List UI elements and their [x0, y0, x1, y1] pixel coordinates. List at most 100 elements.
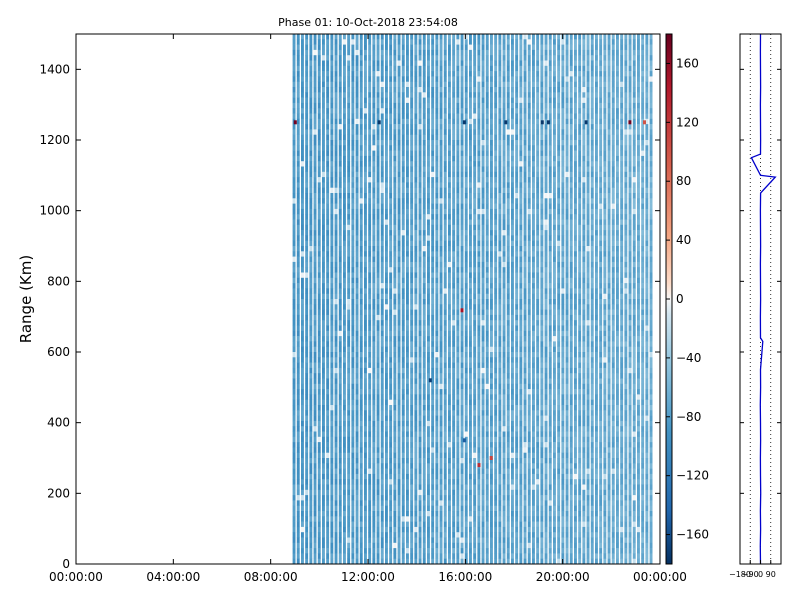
- heatmap-cell: [359, 511, 363, 517]
- heatmap-cell: [473, 548, 477, 554]
- heatmap-cell: [448, 246, 451, 252]
- heatmap-cell: [372, 346, 376, 353]
- heatmap-cell: [309, 442, 313, 448]
- heatmap-cell: [301, 39, 304, 45]
- heatmap-cell: [326, 468, 330, 475]
- heatmap-cell: [397, 171, 401, 178]
- heatmap-cell: [431, 357, 435, 363]
- heatmap-cell: [305, 511, 309, 517]
- heatmap-cell: [418, 283, 422, 289]
- heatmap-cell: [431, 34, 435, 40]
- heatmap-cell: [393, 39, 397, 45]
- heatmap-cell: [477, 182, 481, 188]
- heatmap-cell: [439, 177, 443, 183]
- heatmap-cell: [406, 81, 409, 88]
- heatmap-cell: [490, 394, 493, 400]
- heatmap-cell: [351, 452, 355, 459]
- heatmap-cell: [364, 55, 367, 61]
- heatmap-cell: [372, 34, 376, 40]
- heatmap-cell: [380, 76, 384, 82]
- heatmap-cell: [414, 155, 418, 162]
- heatmap-cell: [452, 251, 456, 257]
- heatmap-cell: [431, 336, 435, 342]
- heatmap-cell: [334, 484, 338, 491]
- heatmap-cell: [406, 399, 409, 406]
- heatmap-cell: [485, 367, 489, 374]
- heatmap-cell: [427, 473, 430, 480]
- heatmap-cell: [330, 383, 334, 390]
- heatmap-cell: [443, 420, 447, 427]
- heatmap-cell: [469, 71, 472, 77]
- heatmap-cell: [443, 516, 447, 522]
- heatmap-cell: [435, 511, 439, 517]
- heatmap-cell: [317, 410, 321, 416]
- heatmap-cell: [322, 314, 325, 321]
- heatmap-cell: [326, 118, 330, 125]
- heatmap-cell: [355, 246, 359, 252]
- heatmap-cell: [473, 145, 477, 151]
- heatmap-cell: [317, 277, 321, 284]
- heatmap-cell: [393, 309, 397, 316]
- heatmap-cell: [406, 214, 409, 220]
- heatmap-cell: [490, 129, 493, 135]
- heatmap-column: [414, 34, 418, 565]
- heatmap-cell: [485, 39, 489, 45]
- heatmap-cell: [322, 240, 325, 247]
- heatmap-cell: [385, 60, 388, 67]
- heatmap-cell: [410, 293, 414, 300]
- heatmap-cell: [355, 267, 359, 273]
- heatmap-cell: [494, 367, 498, 374]
- heatmap-cell: [460, 346, 464, 353]
- heatmap-cell: [481, 309, 485, 316]
- heatmap-cell: [347, 537, 351, 544]
- heatmap-cell: [326, 526, 330, 533]
- heatmap-cell: [443, 330, 447, 337]
- heatmap-cell: [473, 526, 477, 533]
- heatmap-cell: [385, 129, 388, 135]
- heatmap-cell: [439, 145, 443, 151]
- heatmap-cell: [359, 325, 363, 332]
- heatmap-cell: [431, 261, 435, 268]
- heatmap-cell: [372, 293, 376, 300]
- heatmap-cell: [330, 367, 334, 374]
- heatmap-cell: [410, 193, 414, 199]
- heatmap-cell: [406, 511, 409, 517]
- heatmap-cell: [498, 251, 502, 257]
- heatmap-cell: [313, 129, 317, 135]
- heatmap-cell: [443, 299, 447, 305]
- heatmap-cell: [469, 314, 472, 321]
- heatmap-cell: [326, 532, 330, 538]
- heatmap-cell: [490, 76, 493, 82]
- heatmap-cell: [376, 92, 380, 98]
- heatmap-cell: [464, 330, 468, 337]
- heatmap-cell: [397, 55, 401, 61]
- heatmap-cell: [485, 71, 489, 77]
- heatmap-cell: [494, 442, 498, 448]
- heatmap-cell: [469, 405, 472, 411]
- heatmap-cell: [473, 124, 477, 130]
- heatmap-cell: [305, 495, 309, 501]
- heatmap-cell: [464, 341, 468, 347]
- heatmap-cell: [301, 145, 304, 151]
- heatmap-cell: [364, 150, 367, 157]
- heatmap-cell: [485, 415, 489, 422]
- heatmap-cell: [322, 76, 325, 82]
- heatmap-cell: [322, 208, 325, 215]
- heatmap-cell: [494, 500, 498, 506]
- heatmap-cell: [464, 373, 468, 379]
- heatmap-cell: [490, 389, 493, 395]
- heatmap-cell: [322, 537, 325, 544]
- heatmap-cell: [385, 124, 388, 130]
- heatmap-cell: [473, 214, 477, 220]
- heatmap-cell: [431, 65, 435, 72]
- heatmap-cell: [397, 516, 401, 522]
- heatmap-cell: [414, 171, 418, 178]
- heatmap-cell: [406, 108, 409, 114]
- heatmap-cell: [490, 55, 493, 61]
- heatmap-cell: [326, 383, 330, 390]
- heatmap-cell: [439, 553, 443, 559]
- heatmap-cell: [368, 521, 372, 528]
- heatmap-cell: [460, 442, 464, 448]
- heatmap-cell: [305, 283, 309, 289]
- heatmap-cell: [347, 124, 351, 130]
